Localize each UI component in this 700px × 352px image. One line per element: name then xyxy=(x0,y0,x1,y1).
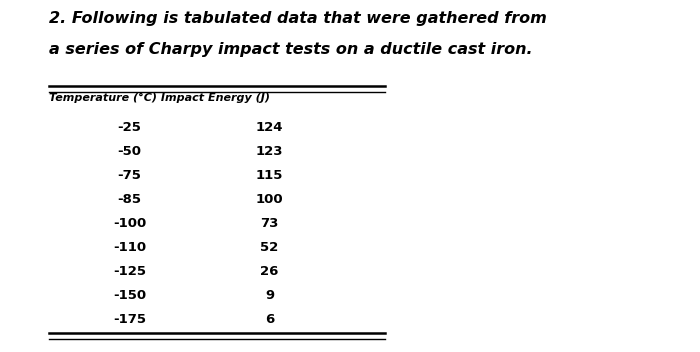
Text: -175: -175 xyxy=(113,313,146,326)
Text: -110: -110 xyxy=(113,241,146,254)
Text: 52: 52 xyxy=(260,241,279,254)
Text: a series of Charpy impact tests on a ductile cast iron.: a series of Charpy impact tests on a duc… xyxy=(49,42,533,57)
Text: 73: 73 xyxy=(260,217,279,230)
Text: 124: 124 xyxy=(256,121,284,134)
Text: -50: -50 xyxy=(118,145,141,158)
Text: 9: 9 xyxy=(265,289,274,302)
Text: -125: -125 xyxy=(113,265,146,278)
Text: -100: -100 xyxy=(113,217,146,230)
Text: -150: -150 xyxy=(113,289,146,302)
Text: -75: -75 xyxy=(118,169,141,182)
Text: 100: 100 xyxy=(256,193,284,206)
Text: 123: 123 xyxy=(256,145,284,158)
Text: Temperature (°C) Impact Energy (J): Temperature (°C) Impact Energy (J) xyxy=(49,93,270,103)
Text: 2. Following is tabulated data that were gathered from: 2. Following is tabulated data that were… xyxy=(49,11,547,26)
Text: -25: -25 xyxy=(118,121,141,134)
Text: 26: 26 xyxy=(260,265,279,278)
Text: 6: 6 xyxy=(265,313,274,326)
Text: 115: 115 xyxy=(256,169,284,182)
Text: -85: -85 xyxy=(118,193,141,206)
